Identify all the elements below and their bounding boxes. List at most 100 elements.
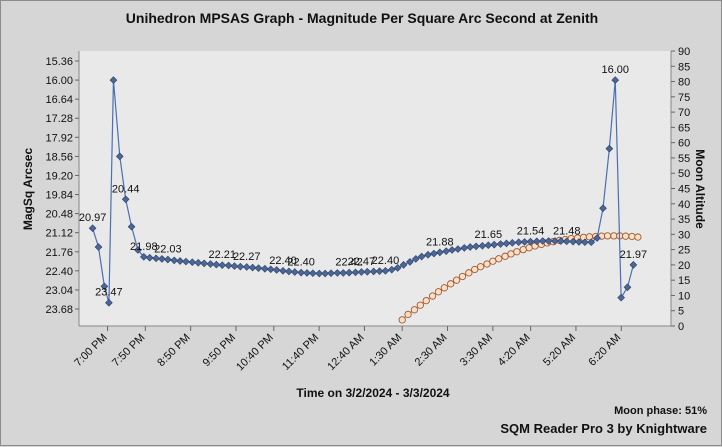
moon-altitude-point: [404, 310, 412, 319]
mpsas-point: [351, 268, 360, 277]
mpsas-point: [472, 242, 480, 251]
moon-altitude-point: [495, 255, 503, 263]
moon-altitude-point: [398, 316, 406, 324]
left-tick-label: 23.04: [45, 285, 73, 297]
moon-altitude-point: [483, 260, 491, 268]
moon-altitude-point: [440, 284, 449, 292]
moon-altitude-point: [471, 265, 479, 274]
mpsas-point: [333, 269, 342, 277]
mpsas-point: [538, 237, 547, 245]
right-tick-label: 5: [678, 306, 684, 318]
right-tick-label: 90: [678, 46, 690, 58]
mpsas-point: [94, 243, 103, 251]
mpsas-point: [526, 237, 535, 246]
moon-altitude-point: [628, 232, 636, 241]
mpsas-point: [297, 268, 305, 277]
mpsas-point: [617, 293, 625, 302]
left-axis-title: MagSq Arcsec: [21, 148, 35, 231]
right-tick-label: 55: [678, 153, 690, 165]
right-tick-label: 40: [678, 199, 690, 211]
moon-altitude-point: [507, 250, 515, 258]
mpsas-point: [460, 244, 469, 252]
x-tick-label: 11:40 PM: [280, 332, 321, 373]
mpsas-point: [411, 255, 420, 263]
left-tick-label: 21.12: [45, 228, 73, 240]
mpsas-data-label: 23.47: [95, 287, 123, 299]
x-tick-label: 6:20 AM: [586, 332, 623, 369]
mpsas-point: [279, 267, 287, 275]
mpsas-data-label: 20.97: [79, 212, 107, 224]
mpsas-point: [105, 298, 113, 307]
plot-area: [79, 51, 671, 326]
mpsas-point: [145, 253, 154, 262]
mpsas-point: [121, 195, 130, 204]
moon-altitude-point: [622, 232, 630, 240]
mpsas-point: [261, 264, 269, 273]
mpsas-point: [100, 282, 109, 291]
mpsas-point: [363, 267, 372, 276]
mpsas-data-label: 21.48: [553, 225, 581, 237]
mpsas-point: [206, 260, 215, 268]
x-tick-label: 8:50 PM: [155, 332, 192, 369]
mpsas-data-label: 22.40: [372, 255, 400, 267]
right-tick-label: 25: [678, 245, 690, 257]
moon-altitude-point: [610, 232, 618, 240]
right-tick-label: 10: [678, 290, 690, 302]
right-tick-label: 15: [678, 275, 690, 287]
mpsas-point: [569, 237, 577, 246]
mpsas-data-label: 20.44: [112, 183, 140, 195]
x-axis-title: Time on 3/2/2024 - 3/3/2024: [296, 386, 450, 400]
mpsas-point: [406, 258, 414, 266]
x-tick-label: 7:50 PM: [110, 332, 147, 369]
x-tick-label: 9:50 PM: [201, 332, 238, 369]
mpsas-point: [508, 239, 517, 247]
mpsas-point: [575, 238, 583, 246]
x-tick-label: 2:30 AM: [413, 332, 450, 369]
moon-altitude-point: [519, 245, 527, 254]
mpsas-point: [315, 269, 324, 278]
mpsas-data-label: 21.65: [475, 229, 503, 241]
mpsas-point: [176, 257, 184, 265]
right-tick-label: 30: [678, 229, 690, 241]
mpsas-point: [188, 258, 197, 267]
mpsas-data-label: 16.00: [601, 64, 629, 76]
mpsas-point: [435, 248, 444, 257]
mpsas-point: [581, 238, 589, 247]
mpsas-data-label: 21.54: [517, 226, 545, 238]
mpsas-data-label: 22.47: [348, 256, 376, 268]
x-tick-label: 7:00 PM: [72, 332, 109, 369]
left-tick-label: 17.92: [45, 132, 73, 144]
right-axis-ticks: 0 5 10 15 20 25 30 35 40 45 50 55 60 65 70 75 80 85 90: [671, 46, 690, 333]
moon-altitude-point: [513, 248, 521, 256]
mpsas-point: [629, 261, 638, 269]
x-tick-label: 12:40 AM: [325, 332, 366, 373]
mpsas-point: [230, 262, 239, 270]
mpsas-point: [593, 234, 601, 242]
mpsas-point: [399, 261, 408, 269]
right-tick-label: 75: [678, 92, 690, 104]
mpsas-data-label: 22.40: [269, 255, 297, 267]
mpsas-point: [236, 262, 245, 271]
right-tick-label: 35: [678, 214, 690, 226]
moon-altitude-point: [422, 296, 430, 305]
mpsas-point: [623, 283, 632, 292]
right-tick-label: 45: [678, 184, 690, 196]
mpsas-point: [134, 246, 142, 254]
mpsas-data-label: 21.98: [130, 241, 158, 253]
left-tick-label: 20.48: [45, 209, 73, 221]
x-tick-label: 4:20 AM: [496, 332, 533, 369]
mpsas-point: [502, 239, 511, 248]
moon-altitude-point: [476, 263, 485, 271]
mpsas-point: [381, 267, 390, 275]
mpsas-point: [200, 259, 208, 268]
mpsas-point: [272, 266, 281, 274]
mpsas-point: [248, 263, 257, 272]
x-tick-label: 10:40 PM: [234, 332, 276, 374]
mpsas-point: [484, 241, 493, 250]
mpsas-data-label: 21.88: [426, 236, 454, 248]
moon-altitude-point: [465, 269, 473, 277]
mpsas-point: [182, 257, 190, 266]
moon-altitude-point: [603, 232, 612, 240]
